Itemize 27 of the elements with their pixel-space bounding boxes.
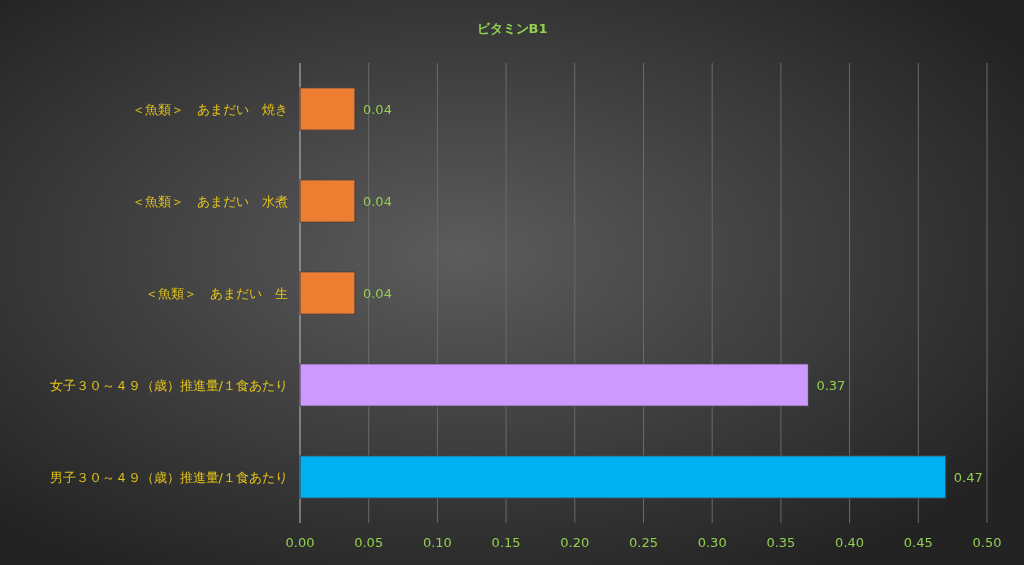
data-label: 0.47 — [953, 470, 983, 485]
data-label: 0.04 — [362, 286, 392, 301]
y-tick-label: 女子３０～４９（歳）推進量/１食あたり — [49, 378, 288, 393]
x-tick-label: 0.40 — [835, 535, 865, 550]
bar — [299, 455, 947, 499]
chart-title: ビタミンB1 — [476, 21, 548, 36]
y-tick-label: ＜魚類＞ あまだい 生 — [145, 286, 288, 301]
x-tick-label: 0.20 — [560, 535, 590, 550]
x-tick-label: 0.10 — [422, 535, 452, 550]
x-tick-label: 0.05 — [354, 535, 384, 550]
data-label: 0.04 — [362, 194, 392, 209]
y-tick-label: ＜魚類＞ あまだい 焼き — [132, 102, 288, 117]
x-tick-label: 0.25 — [629, 535, 658, 550]
y-tick-label: ＜魚類＞ あまだい 水煮 — [132, 194, 288, 209]
bar — [299, 179, 356, 223]
data-label: 0.04 — [362, 102, 392, 117]
bar — [299, 271, 356, 315]
y-tick-label: 男子３０～４９（歳）推進量/１食あたり — [49, 470, 288, 485]
x-tick-label: 0.35 — [766, 535, 796, 550]
x-tick-label: 0.30 — [697, 535, 727, 550]
bar — [299, 363, 809, 407]
x-tick-label: 0.50 — [972, 535, 1002, 550]
bar — [299, 87, 356, 131]
x-tick-label: 0.00 — [285, 535, 315, 550]
data-label: 0.37 — [816, 378, 846, 393]
x-tick-label: 0.15 — [491, 535, 521, 550]
x-tick-label: 0.45 — [903, 535, 933, 550]
